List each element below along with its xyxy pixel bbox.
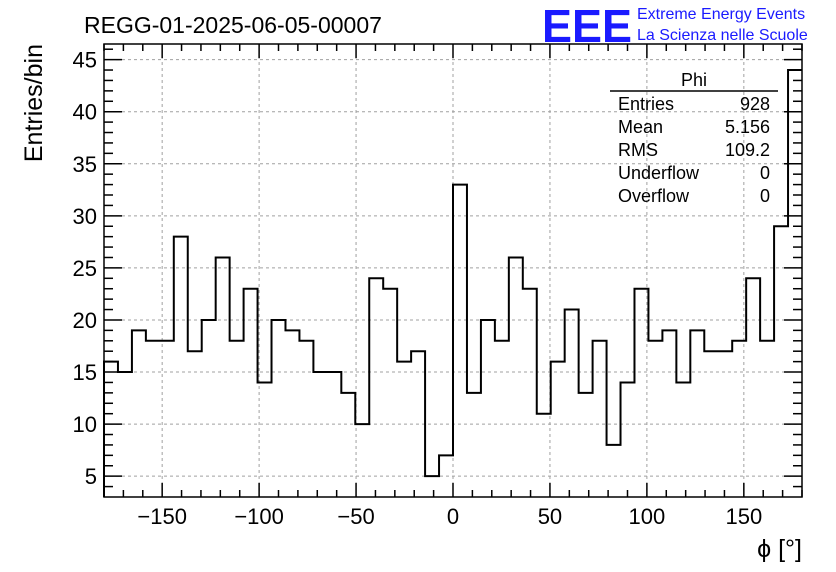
histogram-bin <box>648 341 662 497</box>
logo-mark: EEE <box>542 0 632 52</box>
histogram-bin <box>299 341 313 497</box>
histogram-bin <box>579 393 593 497</box>
histogram-bin <box>369 278 383 497</box>
x-tick-label: 100 <box>629 504 666 529</box>
stats-label: RMS <box>618 140 658 160</box>
histogram-bin <box>202 320 216 497</box>
stats-value: 5.156 <box>725 117 770 137</box>
histogram-bin <box>397 362 411 497</box>
histogram-bin <box>341 393 355 497</box>
histogram-bin <box>439 455 453 497</box>
stats-title: Phi <box>681 70 707 90</box>
histogram-bin <box>537 414 551 497</box>
histogram-bin <box>509 257 523 497</box>
x-tick-label: −100 <box>234 504 284 529</box>
stats-label: Mean <box>618 117 663 137</box>
histogram-bin <box>313 372 327 497</box>
x-tick-label: 0 <box>447 504 459 529</box>
stats-value: 109.2 <box>725 140 770 160</box>
histogram-bin <box>607 445 621 497</box>
histogram-bin <box>160 341 174 497</box>
axis-ticks <box>103 44 803 497</box>
eee-logo: EEE Extreme Energy Events La Scienza nel… <box>542 0 808 52</box>
histogram-bin <box>425 476 439 497</box>
stats-label: Overflow <box>618 186 690 206</box>
stats-value: 0 <box>760 186 770 206</box>
histogram-bin <box>676 382 690 497</box>
histogram-bin <box>662 330 676 497</box>
histogram-bin <box>132 330 146 497</box>
y-tick-labels: 5 10 15 20 25 30 35 40 45 <box>73 48 97 490</box>
histogram-bin <box>481 320 495 497</box>
stats-value: 0 <box>760 163 770 183</box>
y-tick-label: 15 <box>73 360 97 385</box>
y-tick-label: 25 <box>73 256 97 281</box>
y-axis-label: Entries/bin <box>20 44 48 162</box>
logo-line-1: Extreme Energy Events <box>637 6 805 23</box>
stats-label: Entries <box>618 94 674 114</box>
histogram-bin <box>746 278 760 497</box>
histogram-bin <box>146 341 160 497</box>
histogram-bin <box>118 372 132 497</box>
x-tick-label: 50 <box>538 504 562 529</box>
histogram-bin <box>593 341 607 497</box>
histogram-bin <box>760 341 774 497</box>
histogram-bin <box>453 185 467 497</box>
y-tick-label: 45 <box>73 48 97 73</box>
stats-box: Phi Entries 928 Mean 5.156 RMS 109.2 Underflow… <box>610 70 778 206</box>
stats-value: 928 <box>740 94 770 114</box>
y-tick-label: 40 <box>73 100 97 125</box>
histogram-bin <box>774 226 788 497</box>
y-tick-label: 5 <box>85 464 97 489</box>
stats-label: Underflow <box>618 163 700 183</box>
histogram-bin <box>258 382 272 497</box>
y-tick-label: 10 <box>73 412 97 437</box>
x-tick-label: −50 <box>337 504 374 529</box>
histogram-outline <box>103 69 802 497</box>
logo-line-2: La Scienza nelle Scuole <box>637 27 808 44</box>
histogram-bin <box>272 320 286 497</box>
histogram-bin <box>230 341 244 497</box>
stats-rows: Entries 928 Mean 5.156 RMS 109.2 Underflow 0 Ove… <box>618 94 770 206</box>
x-axis-label: ϕ [°] <box>757 535 802 563</box>
y-tick-label: 30 <box>73 204 97 229</box>
histogram-bin <box>788 70 802 497</box>
histogram-bin <box>355 424 369 497</box>
histogram-bin <box>467 393 481 497</box>
histogram-bin <box>690 330 704 497</box>
histogram-bin <box>495 341 509 497</box>
y-tick-label: 20 <box>73 308 97 333</box>
histogram-bin <box>565 310 579 497</box>
histogram-bin <box>216 257 230 497</box>
histogram-bin <box>174 237 188 497</box>
histogram-bin <box>411 351 425 497</box>
histogram-bin <box>718 351 732 497</box>
x-tick-label: 150 <box>725 504 762 529</box>
histogram-bin <box>551 362 565 497</box>
histogram-bin <box>327 372 341 497</box>
histogram-bin <box>285 330 299 497</box>
histogram-bin <box>383 289 397 497</box>
histogram-bin <box>732 341 746 497</box>
histogram-bin <box>621 382 635 497</box>
histogram-bars <box>103 69 802 497</box>
histogram-bin <box>244 289 258 497</box>
histogram-bin <box>523 289 537 497</box>
histogram-bin <box>188 351 202 497</box>
x-tick-label: −150 <box>137 504 187 529</box>
histogram-bin <box>634 289 648 497</box>
x-tick-labels: −150 −100 −50 0 50 100 150 <box>137 504 762 529</box>
histogram-bin <box>704 351 718 497</box>
y-tick-label: 35 <box>73 152 97 177</box>
chart-title: REGG-01-2025-06-05-00007 <box>84 12 382 38</box>
